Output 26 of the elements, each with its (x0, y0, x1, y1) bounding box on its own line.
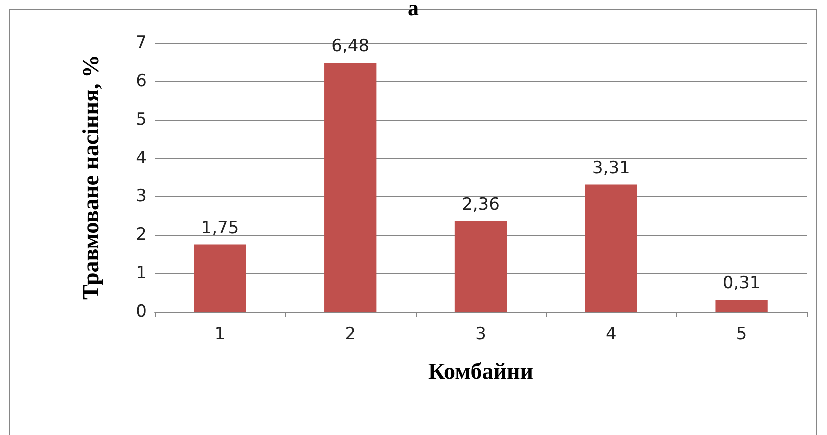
y-tick-label: 0 (136, 302, 147, 322)
data-label: 0,31 (722, 274, 761, 294)
data-label: 3,31 (592, 158, 630, 178)
y-tick-label: 6 (136, 71, 147, 92)
x-tick-label: 2 (345, 324, 356, 344)
x-tick-label: 4 (606, 324, 617, 344)
bar (454, 221, 508, 312)
x-axis-title: Комбайни (428, 359, 534, 384)
bar (585, 184, 638, 312)
y-tick-label: 2 (136, 225, 147, 246)
data-label: 6,48 (332, 36, 370, 56)
y-axis-title: Травмоване насіння, % (78, 54, 104, 300)
y-tick-label: 4 (136, 148, 147, 168)
y-tick-label: 7 (136, 33, 147, 53)
x-tick-label: 3 (476, 324, 486, 344)
bar (194, 244, 246, 312)
bar (716, 300, 768, 312)
y-tick-label: 3 (136, 186, 147, 207)
y-tick-label: 1 (136, 264, 147, 284)
chart-title: а (408, 0, 419, 20)
y-tick-label: 5 (136, 110, 147, 130)
x-tick-label: 1 (214, 324, 226, 344)
data-label: 1,75 (201, 218, 240, 238)
x-tick-label: 5 (736, 324, 748, 344)
data-label: 2,36 (462, 194, 500, 215)
bar (324, 62, 377, 312)
